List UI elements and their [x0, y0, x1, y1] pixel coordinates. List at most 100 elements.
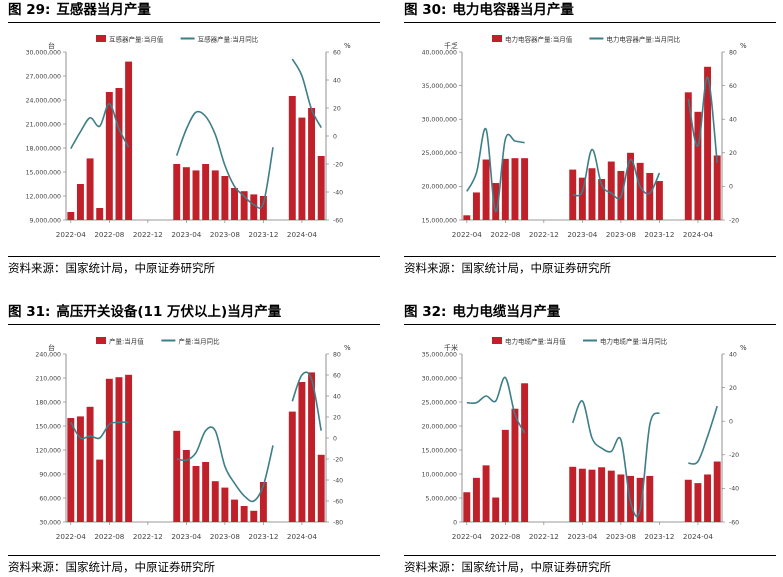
- bar: [308, 108, 316, 220]
- chart-29: 台 % 互感器产量:当月值 互感器产量:当月同比 9,000,000 12,000,000…: [26, 35, 351, 240]
- bar: [67, 212, 75, 220]
- right-tick-label: -60: [333, 498, 343, 505]
- right-axis-unit: %: [740, 344, 747, 352]
- bar: [105, 378, 113, 522]
- bar: [250, 194, 258, 220]
- right-tick-label: 20: [729, 385, 737, 392]
- bar: [182, 167, 190, 220]
- right-tick-label: 20: [729, 150, 737, 157]
- source-note: 资料来源：国家统计局，中原证券研究所: [404, 555, 776, 576]
- right-tick-label: -20: [333, 456, 343, 463]
- bar: [192, 170, 200, 220]
- yoy-line: [175, 110, 274, 209]
- bar: [694, 111, 702, 220]
- right-axis-unit: %: [740, 42, 747, 50]
- x-tick-label: 2023-12: [248, 230, 278, 239]
- bar: [492, 497, 500, 522]
- right-tick-label: 60: [333, 49, 341, 56]
- left-axis-unit: 台: [48, 343, 55, 352]
- x-tick-label: 2024-04: [287, 230, 317, 239]
- left-tick-label: 21,000,000: [26, 121, 61, 128]
- bar: [173, 430, 181, 522]
- bar: [259, 482, 267, 522]
- left-axis-unit: 千乏: [444, 41, 458, 50]
- legend-swatch-bar: [492, 35, 502, 42]
- yoy-line: [688, 405, 718, 465]
- x-tick-label: 2023-12: [644, 532, 674, 541]
- legend-swatch-bar: [492, 337, 502, 344]
- left-tick-label: 180,000: [35, 399, 61, 406]
- legend: 产量:当月值 产量:当月同比: [96, 337, 220, 346]
- right-tick-label: 80: [333, 351, 341, 358]
- source-note: 资料来源：国家统计局，中原证券研究所: [404, 256, 776, 277]
- bar: [240, 191, 248, 220]
- right-tick-label: 0: [333, 133, 337, 140]
- right-tick-label: -40: [333, 477, 343, 484]
- right-tick-label: -20: [333, 161, 343, 168]
- bar: [511, 408, 519, 522]
- left-tick-label: 9,000,000: [30, 217, 62, 224]
- bar: [713, 461, 721, 522]
- x-tick-label: 2022-12: [133, 532, 163, 541]
- legend-label: 互感器产量:当月值: [109, 35, 164, 44]
- bar: [501, 158, 509, 220]
- right-tick-label: 40: [729, 351, 737, 358]
- right-tick-label: -60: [729, 519, 739, 526]
- bar: [298, 117, 306, 220]
- bar: [511, 158, 519, 220]
- right-tick-label: -20: [729, 452, 739, 459]
- x-tick-label: 2022-08: [490, 230, 520, 239]
- bar: [704, 474, 712, 522]
- right-tick-label: 20: [333, 414, 341, 421]
- bar: [704, 66, 712, 220]
- yoy-line: [687, 76, 718, 163]
- right-tick-label: -60: [333, 217, 343, 224]
- bar: [202, 164, 210, 220]
- bar: [317, 156, 325, 220]
- left-tick-label: 25,000,000: [422, 399, 457, 406]
- x-tick-label: 2022-04: [452, 532, 482, 541]
- bar: [578, 177, 586, 220]
- bar: [86, 406, 94, 522]
- bar: [211, 170, 219, 220]
- left-tick-label: 10,000,000: [422, 471, 457, 478]
- left-tick-label: 120,000: [35, 447, 61, 454]
- bar: [202, 462, 210, 522]
- left-tick-label: 35,000,000: [422, 83, 457, 90]
- right-tick-label: -40: [729, 486, 739, 493]
- chart-title: 图 30: 电力电容器当月产量: [404, 0, 776, 23]
- bar: [231, 499, 238, 522]
- left-tick-label: 60,000: [39, 495, 61, 502]
- x-tick-label: 2023-08: [606, 230, 636, 239]
- x-tick-label: 2022-08: [490, 532, 520, 541]
- bar: [308, 372, 316, 522]
- yoy-line: [466, 128, 525, 213]
- chart-30: 千乏 % 电力电容器产量:当月值 电力电容器产量:当月同比 15,000,000 20,0…: [422, 35, 747, 240]
- legend-label: 产量:当月同比: [178, 337, 220, 346]
- bar: [96, 459, 104, 522]
- x-tick-label: 2022-12: [133, 230, 163, 239]
- x-tick-label: 2022-04: [452, 230, 482, 239]
- left-tick-label: 40,000,000: [422, 49, 457, 56]
- bar: [646, 475, 654, 522]
- left-tick-label: 5,000,000: [426, 495, 458, 502]
- legend: 电力电缆产量:当月值 电力电缆产量:当月同比: [492, 337, 668, 346]
- legend-label: 互感器产量:当月同比: [198, 35, 259, 44]
- bar: [317, 454, 325, 522]
- left-tick-label: 18,000,000: [26, 145, 61, 152]
- x-tick-label: 2022-04: [56, 230, 86, 239]
- bar: [617, 474, 625, 522]
- x-tick-label: 2022-08: [94, 230, 124, 239]
- bar: [288, 96, 296, 220]
- x-tick-label: 2023-08: [210, 532, 240, 541]
- bar: [463, 492, 471, 522]
- source-note: 资料来源：国家统计局，中原证券研究所: [8, 555, 380, 576]
- x-tick-label: 2022-12: [529, 230, 559, 239]
- left-tick-label: 20,000,000: [422, 423, 457, 430]
- right-tick-label: 60: [729, 83, 737, 90]
- left-tick-label: 27,000,000: [26, 73, 61, 80]
- right-tick-label: 0: [729, 419, 733, 426]
- legend: 互感器产量:当月值 互感器产量:当月同比: [96, 35, 259, 44]
- bar: [76, 184, 84, 220]
- bar: [482, 465, 490, 522]
